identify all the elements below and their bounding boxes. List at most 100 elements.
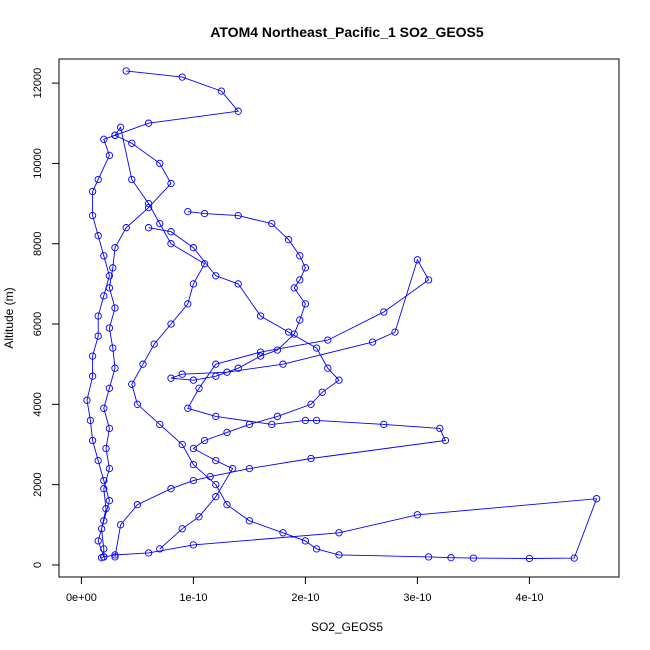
series-1 (111, 207, 450, 561)
series-0 (83, 67, 601, 563)
data-point (111, 244, 119, 252)
data-point (105, 424, 114, 433)
data-point (436, 424, 444, 433)
data-point (212, 456, 220, 465)
x-tick-label: 0e+00 (66, 592, 97, 604)
data-point (100, 545, 108, 553)
data-point (167, 228, 175, 236)
y-tick-label: 4000 (32, 392, 44, 416)
data-point (100, 485, 108, 493)
data-point (391, 328, 399, 336)
data-point (144, 119, 153, 127)
data-point (189, 244, 198, 252)
data-point (212, 493, 220, 501)
data-point (178, 370, 186, 378)
data-point (212, 372, 220, 380)
data-point (245, 517, 254, 525)
data-point (128, 175, 136, 184)
data-point (223, 501, 231, 509)
data-point (105, 284, 114, 292)
data-point (167, 374, 175, 382)
data-point (88, 211, 97, 220)
data-point (212, 480, 220, 489)
data-point (184, 207, 192, 216)
data-point (307, 454, 315, 463)
data-point (296, 316, 304, 324)
data-point (86, 416, 95, 425)
data-point (109, 264, 117, 272)
data-point (592, 495, 601, 503)
data-point (189, 460, 198, 469)
data-point (318, 388, 326, 396)
data-point (441, 436, 450, 445)
data-point (284, 236, 293, 244)
data-point (105, 384, 114, 392)
data-point (256, 352, 265, 360)
data-point (139, 360, 147, 368)
data-point (296, 252, 304, 260)
data-point (109, 344, 117, 352)
data-point (167, 320, 175, 328)
data-point (111, 131, 119, 139)
data-point (178, 525, 186, 533)
data-point (413, 256, 422, 264)
data-point (122, 224, 130, 232)
data-point (100, 476, 108, 485)
data-point (200, 436, 209, 445)
data-point (100, 135, 108, 143)
data-point (200, 260, 209, 268)
data-point (189, 476, 198, 485)
data-point (570, 554, 578, 562)
data-point (189, 541, 198, 549)
series-line (148, 227, 340, 550)
data-point (312, 344, 321, 352)
data-point (234, 280, 242, 288)
data-point (100, 517, 108, 525)
data-point (156, 159, 164, 168)
data-point (102, 444, 110, 453)
data-point (88, 436, 97, 445)
data-point (256, 348, 265, 356)
data-point (167, 240, 175, 248)
data-point (217, 87, 226, 95)
data-point (105, 324, 114, 332)
data-point (167, 485, 175, 493)
data-point (167, 179, 175, 188)
data-point (116, 521, 125, 529)
data-point (301, 416, 310, 425)
data-point (88, 352, 97, 360)
data-point (105, 272, 114, 280)
data-point (128, 139, 136, 147)
data-point (206, 472, 214, 481)
data-point (324, 336, 332, 344)
y-tick-label: 8000 (32, 231, 44, 255)
data-point (223, 368, 231, 376)
data-point (94, 537, 102, 545)
data-point (335, 529, 343, 537)
data-point (368, 338, 377, 346)
data-point (413, 511, 422, 519)
data-point (284, 328, 293, 336)
data-point (97, 554, 106, 562)
data-point (335, 376, 343, 384)
data-point (156, 219, 164, 228)
data-point (234, 211, 242, 220)
data-point (525, 554, 534, 563)
data-point (150, 340, 158, 348)
data-point (122, 67, 130, 75)
data-point (156, 545, 164, 553)
data-point (312, 416, 321, 425)
x-axis: 0e+00 1e-10 2e-10 3e-10 4e-10 (66, 576, 543, 604)
data-point (256, 312, 265, 320)
y-tick-label: 2000 (32, 472, 44, 496)
data-point (245, 464, 254, 473)
y-tick-label: 12000 (32, 68, 44, 99)
y-tick-label: 10000 (32, 148, 44, 179)
x-axis-label: SO2_GEOS5 (311, 620, 383, 634)
data-point (102, 505, 110, 513)
data-point (301, 264, 310, 272)
data-point (178, 73, 186, 81)
